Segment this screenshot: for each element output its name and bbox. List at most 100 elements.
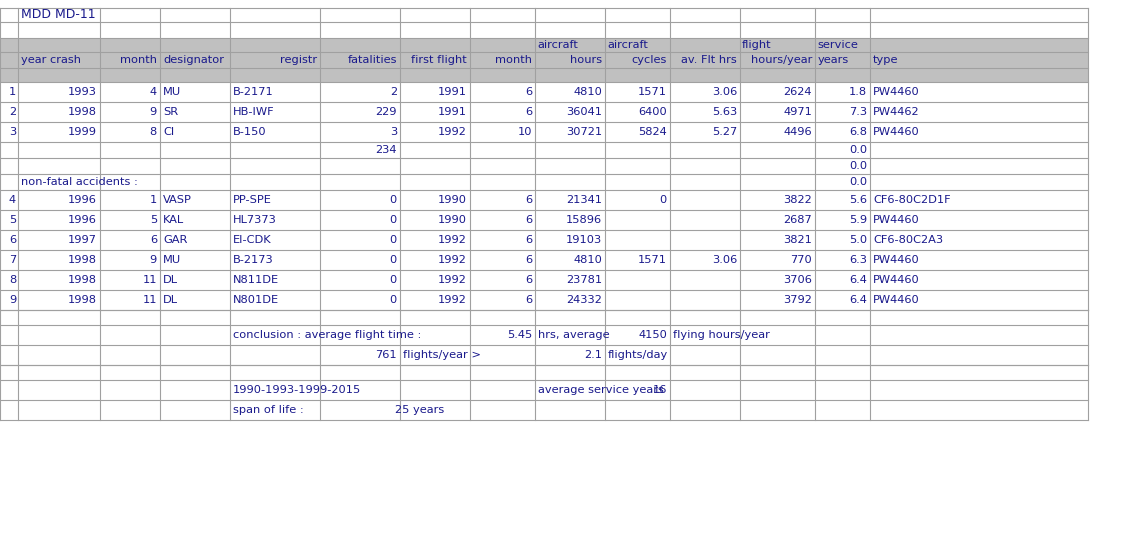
Text: 5.27: 5.27 [712, 127, 737, 137]
Text: 6: 6 [525, 87, 532, 97]
Text: 1.8: 1.8 [849, 87, 867, 97]
Text: 6: 6 [525, 107, 532, 117]
Text: DL: DL [164, 275, 178, 285]
Text: 6: 6 [525, 255, 532, 265]
Text: PW4460: PW4460 [873, 215, 919, 225]
Text: 4150: 4150 [638, 330, 667, 340]
Text: 6: 6 [525, 275, 532, 285]
Text: 4971: 4971 [783, 107, 812, 117]
Text: B-2171: B-2171 [233, 87, 274, 97]
Text: 9: 9 [9, 295, 16, 305]
Text: first flight: first flight [412, 55, 467, 65]
Text: 1571: 1571 [638, 255, 667, 265]
Text: 1992: 1992 [438, 255, 467, 265]
Text: 0.0: 0.0 [849, 177, 867, 187]
Text: 24332: 24332 [566, 295, 602, 305]
Text: 6.4: 6.4 [849, 275, 867, 285]
Text: 0: 0 [660, 195, 667, 205]
Text: HB-IWF: HB-IWF [233, 107, 274, 117]
Text: 1571: 1571 [638, 87, 667, 97]
Text: GAR: GAR [164, 235, 187, 245]
Text: 25 years: 25 years [395, 405, 444, 415]
Text: 5.45: 5.45 [506, 330, 532, 340]
Text: aircraft: aircraft [607, 40, 647, 50]
Text: hrs, average: hrs, average [538, 330, 609, 340]
Text: B-150: B-150 [233, 127, 266, 137]
Text: 2687: 2687 [783, 215, 812, 225]
Text: 234: 234 [376, 145, 397, 155]
Text: 1996: 1996 [68, 215, 97, 225]
Text: 0: 0 [390, 215, 397, 225]
Text: 229: 229 [376, 107, 397, 117]
Text: 1990-1993-1999-2015: 1990-1993-1999-2015 [233, 385, 361, 395]
Text: 761: 761 [376, 350, 397, 360]
Text: years: years [818, 55, 849, 65]
Text: 7: 7 [9, 255, 16, 265]
Text: 4810: 4810 [573, 255, 602, 265]
Text: DL: DL [164, 295, 178, 305]
Text: 1990: 1990 [438, 215, 467, 225]
Text: conclusion : average flight time :: conclusion : average flight time : [233, 330, 422, 340]
Text: flights/year >: flights/year > [403, 350, 481, 360]
Text: 1991: 1991 [438, 87, 467, 97]
Text: 1: 1 [150, 195, 157, 205]
Text: 10: 10 [518, 127, 532, 137]
Text: 0.0: 0.0 [849, 145, 867, 155]
Text: service: service [817, 40, 858, 50]
Text: 4810: 4810 [573, 87, 602, 97]
Text: cycles: cycles [632, 55, 667, 65]
Text: CI: CI [164, 127, 174, 137]
Text: hours: hours [570, 55, 602, 65]
Text: 6.3: 6.3 [849, 255, 867, 265]
Text: hours/year: hours/year [750, 55, 812, 65]
Text: 0: 0 [390, 275, 397, 285]
Text: 3.06: 3.06 [712, 87, 737, 97]
Text: 19103: 19103 [566, 235, 602, 245]
Text: 1992: 1992 [438, 295, 467, 305]
Text: 1993: 1993 [68, 87, 97, 97]
Text: 11: 11 [142, 295, 157, 305]
Text: non-fatal accidents :: non-fatal accidents : [21, 177, 138, 187]
Text: 5.6: 5.6 [849, 195, 867, 205]
Text: av. Flt hrs: av. Flt hrs [681, 55, 737, 65]
Text: 1990: 1990 [438, 195, 467, 205]
Text: month: month [495, 55, 532, 65]
Text: 4: 4 [9, 195, 16, 205]
Text: 2624: 2624 [784, 87, 812, 97]
Text: 9: 9 [150, 107, 157, 117]
Text: 0: 0 [390, 195, 397, 205]
Text: PW4460: PW4460 [873, 275, 919, 285]
Text: HL7373: HL7373 [233, 215, 276, 225]
Text: 3.06: 3.06 [712, 255, 737, 265]
Text: 4: 4 [150, 87, 157, 97]
Text: PW4460: PW4460 [873, 127, 919, 137]
Text: 6: 6 [525, 215, 532, 225]
Text: fatalities: fatalities [347, 55, 397, 65]
Text: 1991: 1991 [438, 107, 467, 117]
Text: 1992: 1992 [438, 235, 467, 245]
Bar [0, 38, 1089, 82]
Text: 8: 8 [150, 127, 157, 137]
Text: 6.4: 6.4 [849, 295, 867, 305]
Text: designator: designator [164, 55, 224, 65]
Text: 11: 11 [142, 275, 157, 285]
Text: flights/day: flights/day [608, 350, 668, 360]
Text: 21341: 21341 [566, 195, 602, 205]
Text: N801DE: N801DE [233, 295, 279, 305]
Text: 8: 8 [9, 275, 16, 285]
Text: 1998: 1998 [68, 255, 97, 265]
Text: 4496: 4496 [783, 127, 812, 137]
Text: 6: 6 [525, 235, 532, 245]
Text: 16: 16 [653, 385, 667, 395]
Text: month: month [120, 55, 157, 65]
Text: 0: 0 [390, 295, 397, 305]
Text: 1996: 1996 [68, 195, 97, 205]
Text: 7.3: 7.3 [849, 107, 867, 117]
Text: 0.0: 0.0 [849, 161, 867, 171]
Text: 6: 6 [525, 195, 532, 205]
Text: 23781: 23781 [566, 275, 602, 285]
Text: PW4460: PW4460 [873, 87, 919, 97]
Text: 3706: 3706 [783, 275, 812, 285]
Text: 0: 0 [390, 255, 397, 265]
Text: 3: 3 [9, 127, 16, 137]
